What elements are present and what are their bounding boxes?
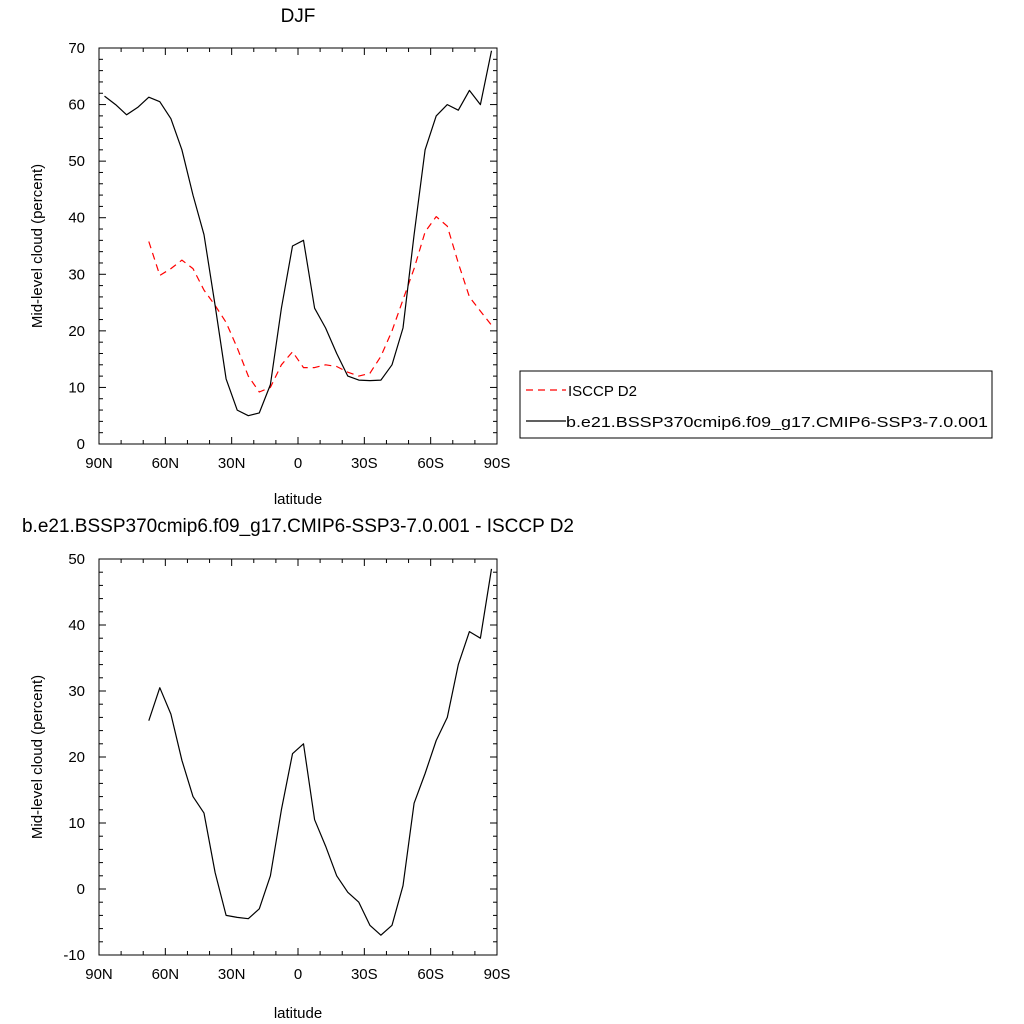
y-tick-label: 10 [68, 379, 85, 396]
bottom-chart-x-axis: 90N 60N 30N 0 30S 60S 90S [85, 559, 510, 983]
top-chart-panel: DJF 90N 60N 30N 0 30S 60S 90S 010203040506070 … [29, 6, 510, 508]
x-tick-label: 0 [294, 966, 302, 983]
series-line-1 [104, 50, 493, 417]
bottom-chart-series [148, 568, 493, 936]
x-tick-label: 30S [351, 455, 378, 472]
bottom-chart-title: b.e21.BSSP370cmip6.f09_g17.CMIP6-SSP3-7.… [22, 516, 574, 537]
y-tick-label: 50 [68, 153, 85, 170]
x-tick-label: 30S [351, 966, 378, 983]
series-line-0 [148, 216, 492, 393]
top-chart-x-axis: 90N 60N 30N 0 30S 60S 90S [85, 48, 510, 472]
legend-label-isccp: ISCCP D2 [568, 383, 637, 400]
bottom-chart-y-axis: -10 0 10 20 30 40 50 [63, 551, 497, 964]
top-chart-title: DJF [281, 6, 316, 27]
chart-legend: ISCCP D2 b.e21.BSSP370cmip6.f09_g17.CMIP… [519, 370, 993, 439]
y-tick-label: 70 [68, 40, 85, 57]
y-tick-label: 30 [68, 266, 85, 283]
y-tick-label: 20 [68, 749, 85, 766]
top-chart-series [104, 50, 493, 417]
y-tick-label: 50 [68, 551, 85, 568]
x-tick-label: 30N [218, 966, 246, 983]
y-tick-label: -10 [63, 947, 85, 964]
x-tick-label: 60N [152, 455, 180, 472]
y-tick-label: 10 [68, 815, 85, 832]
y-tick-label: 40 [68, 617, 85, 634]
x-tick-label: 90N [85, 966, 113, 983]
x-tick-label: 0 [294, 455, 302, 472]
legend-box [519, 370, 993, 439]
x-tick-label: 90N [85, 455, 113, 472]
bottom-chart-y-label: Mid-level cloud (percent) [29, 675, 46, 839]
x-tick-label: 60S [417, 455, 444, 472]
bottom-chart-x-label: latitude [274, 1005, 322, 1022]
top-chart-y-axis: 0 10 20 30 40 50 60 70 [68, 40, 497, 453]
y-tick-label: 20 [68, 323, 85, 340]
y-tick-label: 60 [68, 97, 85, 114]
legend-label-model: b.e21.BSSP370cmip6.f09_g17.CMIP6-SSP3-7.… [566, 414, 988, 431]
y-tick-label: 0 [77, 436, 85, 453]
x-tick-label: 30N [218, 455, 246, 472]
x-tick-label: 60S [417, 966, 444, 983]
top-chart-y-label: Mid-level cloud (percent) [29, 164, 46, 328]
top-chart-frame [98, 47, 498, 445]
top-chart-x-label: latitude [274, 491, 322, 508]
x-tick-label: 60N [152, 966, 180, 983]
bottom-chart-frame [98, 558, 498, 956]
y-tick-label: 0 [77, 881, 85, 898]
y-tick-label: 30 [68, 683, 85, 700]
bottom-chart-panel: b.e21.BSSP370cmip6.f09_g17.CMIP6-SSP3-7.… [22, 516, 574, 1022]
x-tick-label: 90S [484, 455, 511, 472]
series-line-0 [148, 568, 493, 936]
x-tick-label: 90S [484, 966, 511, 983]
y-tick-label: 40 [68, 210, 85, 227]
